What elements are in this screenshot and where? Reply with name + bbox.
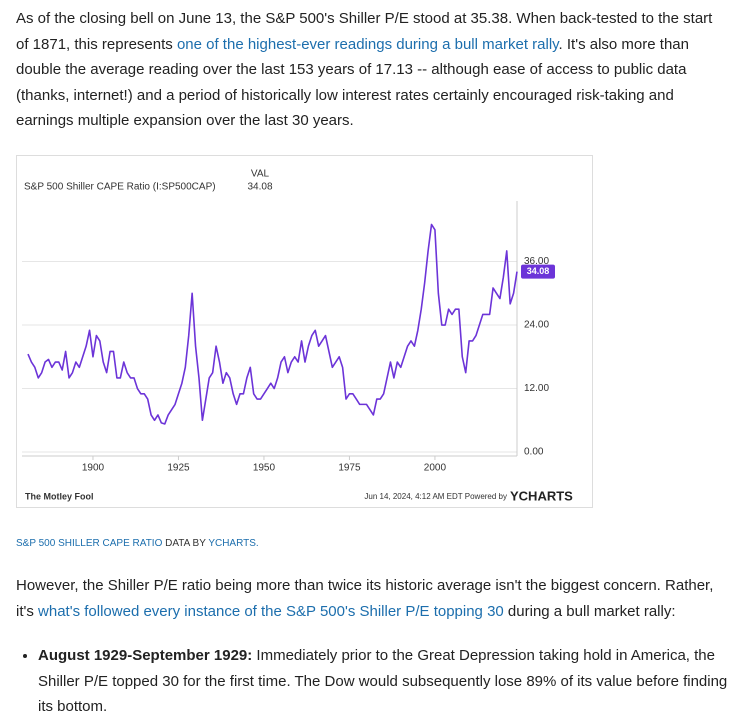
link[interactable]: S&P 500 SHILLER CAPE RATIO [16, 538, 163, 549]
x-tick-label: 1900 [82, 463, 105, 474]
intro-paragraph: As of the closing bell on June 13, the S… [16, 6, 728, 134]
chart: S&P 500 Shiller CAPE Ratio (I:SP500CAP) … [22, 169, 573, 503]
bullet: August 1929-September 1929: Immediately … [38, 643, 728, 720]
text: As of the closing bell on June 13, the S… [16, 10, 713, 53]
value-badge [521, 264, 555, 279]
x-tick-label: 2000 [424, 463, 447, 474]
text: . It's also more than double the average… [16, 35, 689, 130]
bullet-lead: August 1929-September 1929: [38, 647, 253, 664]
text: DATA BY [162, 538, 209, 549]
link[interactable]: one of the highest-ever readings during … [176, 35, 559, 53]
y-tick-label: 12.00 [524, 383, 549, 394]
y-tick-label: 0.00 [524, 447, 544, 458]
provider: YCHARTS [510, 488, 573, 503]
body-paragraph: However, the Shiller P/E ratio being mor… [16, 573, 728, 624]
data-line [27, 223, 518, 425]
legend-name: S&P 500 Shiller CAPE Ratio (I:SP500CAP) [24, 182, 216, 193]
bullet-list: August 1929-September 1929: Immediately … [0, 643, 728, 720]
caption: S&P 500 SHILLER CAPE RATIO DATA BY YCHAR… [16, 538, 259, 549]
text: However, the Shiller P/E ratio being mor… [16, 577, 714, 620]
x-tick-label: 1925 [167, 463, 190, 474]
header-label: VAL [251, 169, 270, 180]
chart-frame: S&P 500 Shiller CAPE Ratio (I:SP500CAP) … [16, 155, 593, 508]
brand: The Motley Fool [25, 491, 94, 501]
header-value: 34.08 [247, 182, 272, 193]
y-tick-label: 36.00 [524, 256, 549, 267]
text: during a bull market rally: [503, 602, 676, 620]
x-tick-label: 1975 [338, 463, 361, 474]
link[interactable]: YCHARTS. [208, 538, 259, 549]
x-tick-label: 1950 [253, 463, 276, 474]
y-tick-label: 24.00 [524, 320, 549, 331]
bullet-text: Immediately prior to the Great Depressio… [38, 647, 728, 715]
value-badge-label: 34.08 [527, 266, 550, 276]
timestamp: Jun 14, 2024, 4:12 AM EDT Powered by [364, 492, 507, 501]
link[interactable]: what's followed every instance of the S&… [38, 602, 504, 620]
